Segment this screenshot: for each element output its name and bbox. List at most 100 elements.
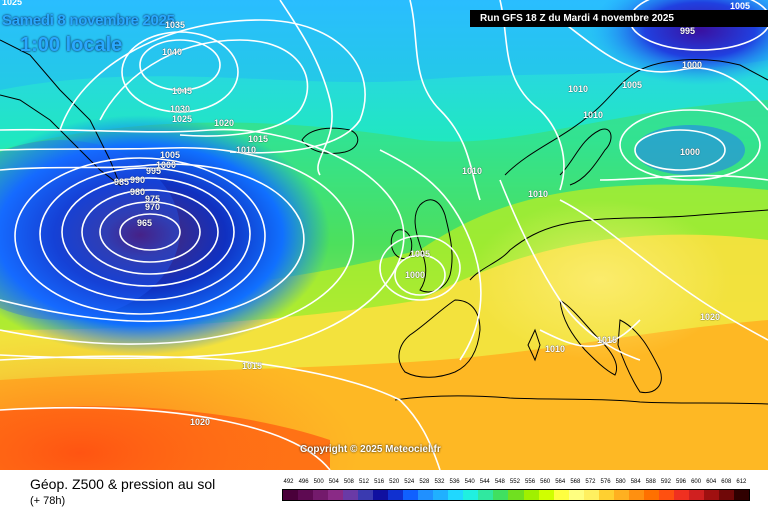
scale-value-label: 596 bbox=[676, 479, 687, 485]
scale-value-label: 604 bbox=[706, 479, 717, 485]
isobar-label: 1015 bbox=[242, 361, 263, 371]
scale-swatch bbox=[688, 490, 704, 500]
scale-swatch bbox=[598, 490, 614, 500]
scale-value-label: 560 bbox=[540, 479, 551, 485]
scale-value-label: 592 bbox=[660, 479, 671, 485]
scale-swatch bbox=[628, 490, 644, 500]
isobar-label: 1045 bbox=[172, 86, 193, 96]
isobar-label: 1040 bbox=[162, 47, 183, 57]
top-left-isobar-label: 1025 bbox=[2, 0, 23, 7]
color-scale-labels: 492 496 500 504 508 512 516 520 524 528 532 536 540 5… bbox=[282, 479, 750, 489]
color-scale-bar bbox=[282, 489, 750, 501]
scale-value-label: 548 bbox=[494, 479, 505, 485]
isobar-label: 1010 bbox=[528, 189, 549, 199]
scale-swatch bbox=[508, 490, 524, 500]
isobar-label: 1015 bbox=[597, 335, 618, 345]
map-canvas bbox=[0, 0, 768, 470]
scale-value-label: 512 bbox=[358, 479, 369, 485]
isobar-label: 1000 bbox=[156, 160, 177, 170]
isobar-label: 1010 bbox=[545, 344, 566, 354]
isobar-label: 1020 bbox=[700, 312, 721, 322]
map-legend-footer: Géop. Z500 & pression au sol (+ 78h) 492… bbox=[0, 470, 768, 512]
scale-value-label: 608 bbox=[721, 479, 732, 485]
scale-swatch bbox=[538, 490, 554, 500]
scale-value-label: 524 bbox=[404, 479, 415, 485]
scale-value-label: 536 bbox=[449, 479, 460, 485]
scale-swatch bbox=[388, 490, 404, 500]
isobar-label: 990 bbox=[130, 175, 146, 185]
scale-value-label: 600 bbox=[691, 479, 702, 485]
scale-swatch bbox=[328, 490, 344, 500]
scale-value-label: 504 bbox=[328, 479, 339, 485]
scale-swatch bbox=[358, 490, 374, 500]
isobar-label: 1010 bbox=[462, 166, 483, 176]
isobar-label: 1030 bbox=[170, 104, 191, 114]
isobar-label: 985 bbox=[114, 177, 130, 187]
scale-swatch bbox=[343, 490, 359, 500]
scale-value-label: 492 bbox=[283, 479, 294, 485]
scale-swatch bbox=[418, 490, 434, 500]
isobar-label: 995 bbox=[680, 26, 696, 36]
scale-value-label: 568 bbox=[570, 479, 581, 485]
scale-swatch bbox=[478, 490, 494, 500]
scale-swatch bbox=[553, 490, 569, 500]
scale-swatch bbox=[298, 490, 314, 500]
scale-swatch bbox=[718, 490, 734, 500]
scale-value-label: 500 bbox=[313, 479, 324, 485]
isobar-label: 1000 bbox=[680, 147, 701, 157]
scale-value-label: 588 bbox=[645, 479, 656, 485]
isobar-label: 965 bbox=[137, 218, 153, 228]
scale-value-label: 516 bbox=[374, 479, 385, 485]
isobar-label: 1005 bbox=[410, 249, 431, 259]
isobar-label: 1035 bbox=[165, 20, 186, 30]
scale-value-label: 564 bbox=[555, 479, 566, 485]
isobar-label: 970 bbox=[145, 202, 161, 212]
isobar-label: 1015 bbox=[248, 134, 269, 144]
isobar-label: 975 bbox=[145, 194, 161, 204]
coastlines bbox=[0, 39, 768, 405]
isobar-label: 1000 bbox=[405, 270, 426, 280]
top-right-isobar-label: 1005 bbox=[729, 1, 750, 11]
isobar-label: 1010 bbox=[583, 110, 604, 120]
scale-swatch bbox=[448, 490, 464, 500]
isobars bbox=[0, 0, 768, 470]
scale-swatch bbox=[373, 490, 389, 500]
scale-swatch bbox=[523, 490, 539, 500]
scale-value-label: 552 bbox=[509, 479, 520, 485]
isobar-label: 1020 bbox=[190, 417, 211, 427]
scale-value-label: 532 bbox=[434, 479, 445, 485]
scale-value-label: 612 bbox=[736, 479, 747, 485]
scale-swatch bbox=[613, 490, 629, 500]
scale-value-label: 496 bbox=[298, 479, 309, 485]
scale-swatch bbox=[463, 490, 479, 500]
isobar-label: 1000 bbox=[682, 60, 703, 70]
scale-value-label: 528 bbox=[419, 479, 430, 485]
scale-swatch bbox=[703, 490, 719, 500]
map-title: Géop. Z500 & pression au sol bbox=[30, 476, 216, 492]
scale-swatch bbox=[493, 490, 509, 500]
weather-map: 1025 1005 Samedi 8 novembre 2025 1:00 lo… bbox=[0, 0, 768, 470]
scale-value-label: 540 bbox=[464, 479, 475, 485]
isobar-label: 980 bbox=[130, 187, 146, 197]
scale-swatch bbox=[403, 490, 419, 500]
scale-value-label: 508 bbox=[343, 479, 354, 485]
scale-value-label: 580 bbox=[615, 479, 626, 485]
scale-swatch bbox=[583, 490, 599, 500]
copyright-notice: Copyright © 2025 Meteociel.fr bbox=[300, 444, 441, 455]
isobar-label: 1010 bbox=[568, 84, 589, 94]
forecast-lead-time: (+ 78h) bbox=[30, 495, 66, 507]
scale-swatch bbox=[733, 490, 749, 500]
isobar-label: 1010 bbox=[236, 145, 257, 155]
scale-swatch bbox=[673, 490, 689, 500]
scale-swatch bbox=[643, 490, 659, 500]
forecast-date: Samedi 8 novembre 2025 bbox=[2, 12, 175, 29]
isobar-label: 1005 bbox=[622, 80, 643, 90]
scale-swatch bbox=[283, 490, 299, 500]
scale-value-label: 572 bbox=[585, 479, 596, 485]
scale-swatch bbox=[313, 490, 329, 500]
isobar-label: 1005 bbox=[160, 150, 181, 160]
isobar-label: 1020 bbox=[214, 118, 235, 128]
scale-swatch bbox=[658, 490, 674, 500]
scale-value-label: 556 bbox=[525, 479, 536, 485]
scale-value-label: 544 bbox=[479, 479, 490, 485]
